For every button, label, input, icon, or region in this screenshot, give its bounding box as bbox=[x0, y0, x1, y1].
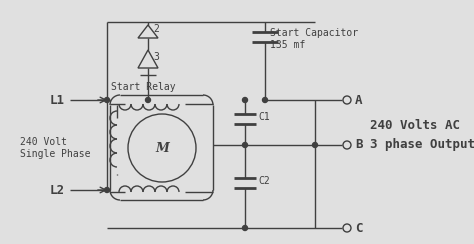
Circle shape bbox=[243, 98, 247, 102]
Text: Start Capacitor
135 mf: Start Capacitor 135 mf bbox=[270, 28, 358, 50]
Text: L1: L1 bbox=[50, 93, 65, 106]
Text: C2: C2 bbox=[258, 176, 270, 186]
Circle shape bbox=[104, 98, 109, 102]
Circle shape bbox=[243, 142, 247, 148]
Text: C1: C1 bbox=[258, 112, 270, 122]
Circle shape bbox=[243, 225, 247, 231]
Circle shape bbox=[104, 187, 109, 193]
Text: 240 Volt
Single Phase: 240 Volt Single Phase bbox=[20, 137, 91, 159]
Text: C: C bbox=[355, 222, 363, 234]
Text: B: B bbox=[355, 139, 363, 152]
Text: 3: 3 bbox=[153, 52, 159, 62]
Text: Start Relay: Start Relay bbox=[111, 82, 175, 92]
Text: M: M bbox=[155, 142, 169, 154]
Circle shape bbox=[146, 98, 151, 102]
Text: 240 Volts AC
3 phase Output: 240 Volts AC 3 phase Output bbox=[370, 119, 474, 151]
Text: 2: 2 bbox=[153, 24, 159, 34]
Circle shape bbox=[263, 98, 267, 102]
Text: A: A bbox=[355, 93, 363, 106]
Circle shape bbox=[312, 142, 318, 148]
Text: L2: L2 bbox=[50, 183, 65, 196]
